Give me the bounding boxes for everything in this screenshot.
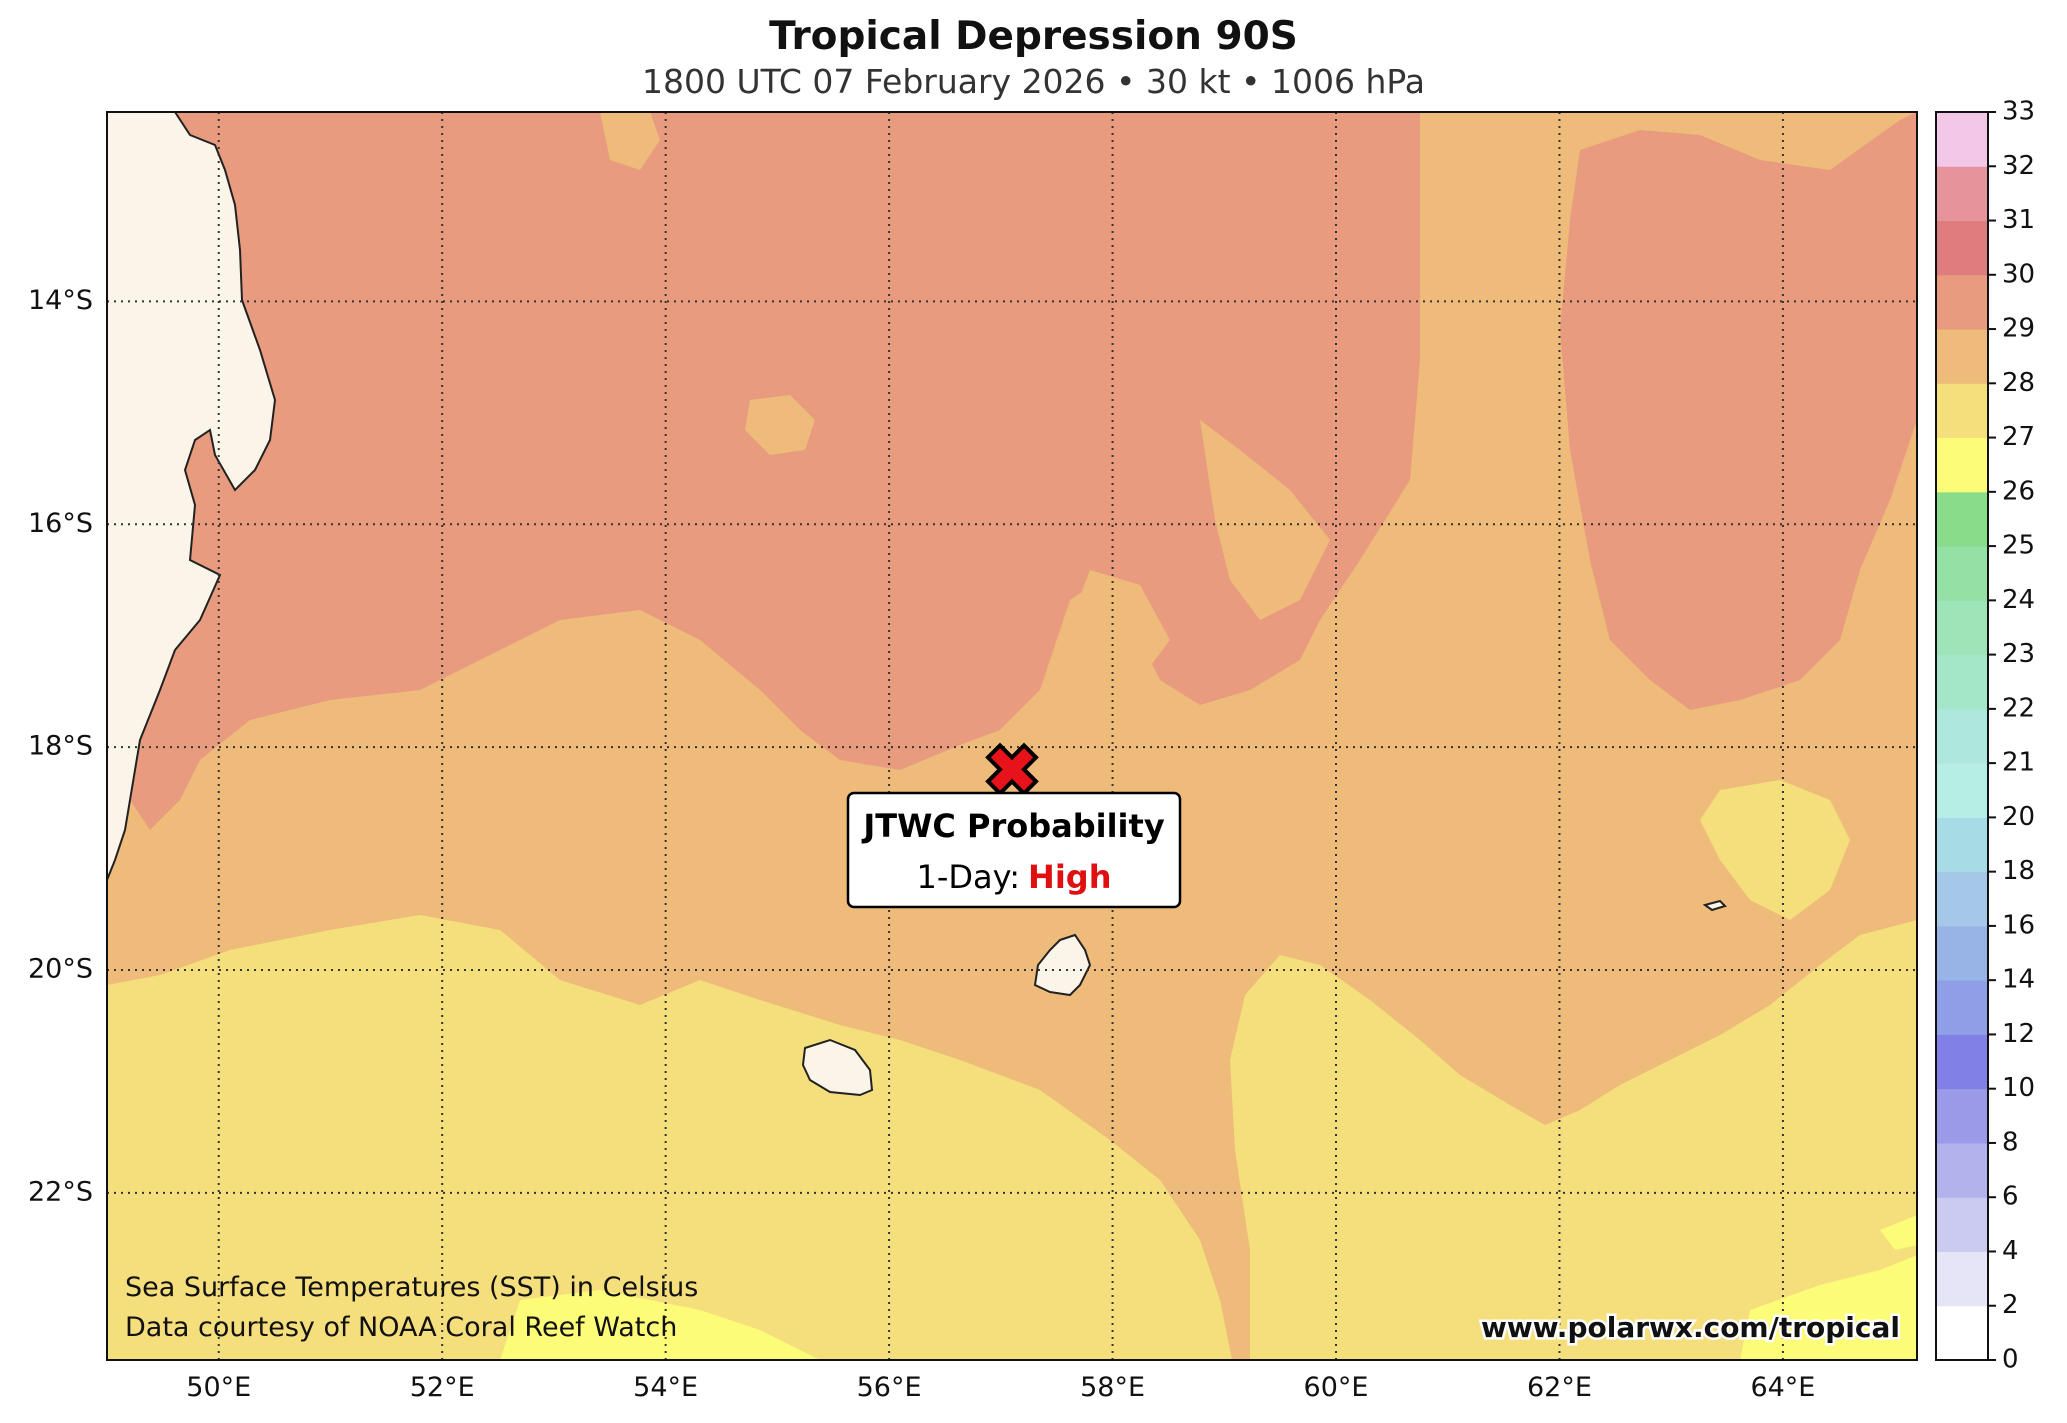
colorbar-segment xyxy=(1936,1251,1988,1307)
colorbar-tick-label: 22 xyxy=(2002,693,2035,723)
website-watermark[interactable]: www.polarwx.com/tropical xyxy=(1479,1309,1903,1347)
sst-field xyxy=(107,112,1917,1360)
colorbar-segment xyxy=(1936,871,1988,927)
latitude-label: 18°S xyxy=(28,731,93,762)
colorbar-tick-label: 16 xyxy=(2002,910,2035,940)
colorbar-tick-label: 14 xyxy=(2002,965,2035,995)
colorbar-segment xyxy=(1936,220,1988,276)
sst-band-26-27 xyxy=(1740,1255,1917,1360)
colorbar-tick-label: 24 xyxy=(2002,585,2035,615)
colorbar-tick-label: 26 xyxy=(2002,476,2035,506)
colorbar-tick-label: 27 xyxy=(2002,422,2035,452)
colorbar-tick-label: 23 xyxy=(2002,639,2035,669)
colorbar-tick-label: 28 xyxy=(2002,368,2035,398)
colorbar-segment xyxy=(1936,925,1988,981)
longitude-label: 52°E xyxy=(410,1372,475,1403)
sst-colorbar: 0246810121416182021222324252627282930313… xyxy=(1935,97,2035,1375)
colorbar-frame xyxy=(1935,111,1989,1361)
colorbar-segment xyxy=(1936,817,1988,873)
colorbar-tick-label: 32 xyxy=(2002,151,2035,181)
colorbar-tick-label: 20 xyxy=(2002,802,2035,832)
credits-line-2: Data courtesy of NOAA Coral Reef Watch xyxy=(125,1312,677,1343)
longitude-label: 58°E xyxy=(1080,1372,1145,1403)
colorbar-tick-label: 25 xyxy=(2002,531,2035,561)
colorbar-tick-label: 6 xyxy=(2002,1182,2019,1212)
sst-band-26-27 xyxy=(500,1290,820,1360)
map-subtitle: 1800 UTC 07 February 2026 • 30 kt • 1006… xyxy=(641,62,1425,101)
probability-label: 1-Day: xyxy=(917,858,1021,896)
colorbar-segment xyxy=(1936,546,1988,601)
latitude-labels: 14°S 16°S 18°S 20°S 22°S xyxy=(28,285,93,1207)
sst-band-28-29 xyxy=(600,112,660,170)
longitude-label: 54°E xyxy=(633,1372,698,1403)
colorbar-segment xyxy=(1936,112,1988,167)
colorbar-segment xyxy=(1936,1034,1988,1090)
probability-box-frame xyxy=(846,791,1182,909)
longitude-label: 60°E xyxy=(1304,1372,1369,1403)
colorbar-tick-label: 12 xyxy=(2002,1019,2035,1049)
colorbar-tick-label: 30 xyxy=(2002,259,2035,289)
rodrigues-island xyxy=(1702,899,1727,912)
longitude-label: 50°E xyxy=(186,1372,251,1403)
colorbar-segment xyxy=(1936,600,1988,656)
colorbar-segment xyxy=(1936,1305,1988,1361)
colorbar-segment xyxy=(1936,1142,1988,1198)
sst-band-27-28 xyxy=(1700,780,1850,920)
colorbar-tick-label: 31 xyxy=(2002,205,2035,235)
colorbar-segment xyxy=(1936,763,1988,818)
madagascar-coast xyxy=(107,112,277,881)
sst-band-27-28 xyxy=(1230,920,1917,1360)
reunion-island xyxy=(801,1038,874,1097)
colorbar-tick-label: 8 xyxy=(2002,1127,2019,1157)
colorbar-segment xyxy=(1936,708,1988,764)
colorbar-tick-label: 29 xyxy=(2002,314,2035,344)
colorbar-segment xyxy=(1936,491,1988,547)
colorbar-segment xyxy=(1936,980,1988,1035)
longitude-label: 56°E xyxy=(857,1372,922,1403)
probability-line: 1-Day: High xyxy=(917,858,1112,896)
colorbar-tick-label: 0 xyxy=(2002,1345,2019,1375)
longitude-label: 62°E xyxy=(1527,1372,1592,1403)
gridlines xyxy=(107,112,1917,1360)
colorbar-tick-label: 4 xyxy=(2002,1236,2019,1266)
sst-band-28-29 xyxy=(1070,570,1170,690)
probability-value: High xyxy=(1028,858,1111,896)
colorbar-segment xyxy=(1936,329,1988,384)
colorbar-tick-label: 2 xyxy=(2002,1290,2019,1320)
colorbar-segment xyxy=(1936,437,1988,493)
x-marker-icon[interactable] xyxy=(985,742,1039,797)
longitude-label: 64°E xyxy=(1750,1372,1815,1403)
sst-band-29-30 xyxy=(130,112,1420,830)
latitude-label: 20°S xyxy=(28,954,93,985)
sst-band-26-27 xyxy=(1880,1215,1917,1250)
colorbar-tick-label: 33 xyxy=(2002,97,2035,127)
probability-title: JTWC Probability xyxy=(861,807,1164,845)
map-title: Tropical Depression 90S xyxy=(769,14,1298,59)
sst-band-28-29 xyxy=(745,395,815,455)
colorbar-tick-label: 18 xyxy=(2002,856,2035,886)
mauritius-island xyxy=(1033,933,1092,997)
latitude-label: 14°S xyxy=(28,285,93,316)
colorbar-segment xyxy=(1936,1088,1988,1144)
colorbar-tick-label: 21 xyxy=(2002,748,2035,778)
sst-band-28-29 xyxy=(1200,420,1330,620)
sst-band-29-30 xyxy=(1560,112,1917,710)
landmasses xyxy=(107,112,1727,1097)
sst-band-27-28 xyxy=(107,915,1232,1360)
jtwc-probability-box: JTWC Probability 1-Day: High xyxy=(846,791,1182,909)
colorbar-segment xyxy=(1936,274,1988,330)
map-frame xyxy=(106,111,1918,1361)
colorbar-tick-label: 10 xyxy=(2002,1073,2035,1103)
colorbar-segment xyxy=(1936,166,1988,222)
colorbar-segment xyxy=(1936,654,1988,710)
credits-line-1: Sea Surface Temperatures (SST) in Celsiu… xyxy=(125,1272,698,1303)
longitude-labels: 50°E 52°E 54°E 56°E 58°E 60°E 62°E 64°E xyxy=(186,1372,1815,1403)
colorbar-segment xyxy=(1936,383,1988,439)
latitude-label: 16°S xyxy=(28,508,93,539)
colorbar-segment xyxy=(1936,1197,1988,1252)
latitude-label: 22°S xyxy=(28,1176,93,1207)
